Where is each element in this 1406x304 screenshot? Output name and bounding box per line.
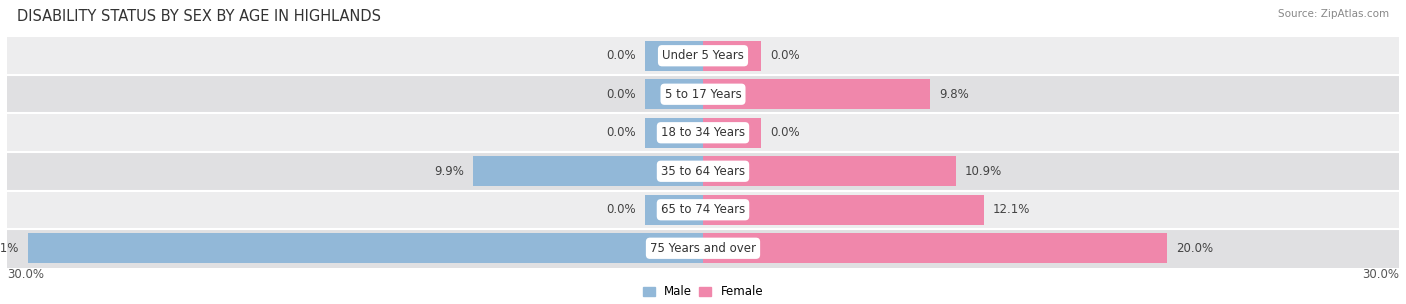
Text: 20.0%: 20.0% bbox=[1177, 242, 1213, 255]
Text: 0.0%: 0.0% bbox=[606, 49, 636, 62]
Text: 10.9%: 10.9% bbox=[965, 165, 1002, 178]
Bar bbox=[703, 195, 984, 225]
Text: DISABILITY STATUS BY SEX BY AGE IN HIGHLANDS: DISABILITY STATUS BY SEX BY AGE IN HIGHL… bbox=[17, 9, 381, 24]
Bar bbox=[645, 41, 703, 71]
Bar bbox=[7, 229, 1399, 268]
Text: 29.1%: 29.1% bbox=[0, 242, 18, 255]
Text: 18 to 34 Years: 18 to 34 Years bbox=[661, 126, 745, 139]
Bar bbox=[703, 156, 956, 186]
Bar bbox=[7, 36, 1399, 75]
Bar bbox=[7, 191, 1399, 229]
Bar bbox=[703, 41, 761, 71]
Text: 30.0%: 30.0% bbox=[1362, 268, 1399, 281]
Text: 0.0%: 0.0% bbox=[770, 49, 800, 62]
Text: 0.0%: 0.0% bbox=[770, 126, 800, 139]
Text: Under 5 Years: Under 5 Years bbox=[662, 49, 744, 62]
Bar bbox=[645, 118, 703, 148]
Bar bbox=[703, 118, 761, 148]
Text: 0.0%: 0.0% bbox=[606, 203, 636, 216]
Text: 0.0%: 0.0% bbox=[606, 126, 636, 139]
Text: 9.9%: 9.9% bbox=[434, 165, 464, 178]
Bar bbox=[703, 79, 931, 109]
Bar bbox=[28, 233, 703, 263]
Bar bbox=[645, 195, 703, 225]
Text: 30.0%: 30.0% bbox=[7, 268, 44, 281]
Text: 12.1%: 12.1% bbox=[993, 203, 1031, 216]
Bar bbox=[7, 152, 1399, 191]
Text: 0.0%: 0.0% bbox=[606, 88, 636, 101]
Bar bbox=[645, 79, 703, 109]
Text: 35 to 64 Years: 35 to 64 Years bbox=[661, 165, 745, 178]
Text: Source: ZipAtlas.com: Source: ZipAtlas.com bbox=[1278, 9, 1389, 19]
Text: 9.8%: 9.8% bbox=[939, 88, 969, 101]
Bar bbox=[7, 113, 1399, 152]
Bar bbox=[7, 75, 1399, 113]
Text: 5 to 17 Years: 5 to 17 Years bbox=[665, 88, 741, 101]
Bar bbox=[474, 156, 703, 186]
Bar bbox=[703, 233, 1167, 263]
Text: 75 Years and over: 75 Years and over bbox=[650, 242, 756, 255]
Text: 65 to 74 Years: 65 to 74 Years bbox=[661, 203, 745, 216]
Legend: Male, Female: Male, Female bbox=[638, 281, 768, 303]
